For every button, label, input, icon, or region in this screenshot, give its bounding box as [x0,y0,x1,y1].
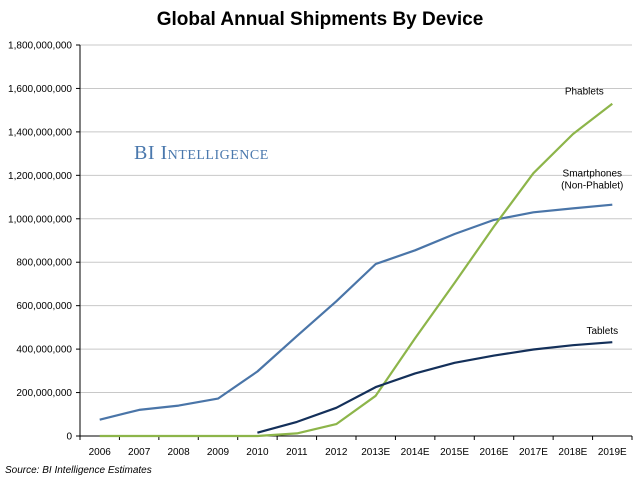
y-tick-label: 1,600,000,000 [8,84,72,95]
x-tick-label: 2018E [558,447,587,458]
series-line-phablets [99,102,613,438]
x-tick-label: 2009 [207,447,230,458]
y-tick-label: 1,200,000,000 [8,171,72,182]
grid-layer [80,44,632,394]
x-tick-label: 2016E [480,447,509,458]
y-tick-label: 600,000,000 [16,301,72,312]
source-note: Source: BI Intelligence Estimates [5,465,152,476]
x-tick-label: 2008 [167,447,190,458]
y-tick-label: 1,800,000,000 [8,41,72,52]
y-tick-label: 400,000,000 [16,345,72,356]
series-line-smartphones-non-phablet [99,203,613,421]
series-label-phablets: Phablets [565,87,604,98]
x-tick-label: 2012 [325,447,348,458]
x-tick-label: 2006 [89,447,112,458]
x-tick-label: 2013E [361,447,390,458]
x-tick-label: 2017E [519,447,548,458]
series-label-tablets: Tablets [586,326,618,337]
x-tick-label: 2011 [286,447,308,458]
y-tick-label: 800,000,000 [16,258,72,269]
y-tick-label: 0 [66,432,72,443]
x-tick-label: 2007 [128,447,151,458]
series-line-tablets [257,341,613,434]
bi-intelligence-logo: BI Intelligence [134,142,269,164]
x-tick-label: 2010 [246,447,269,458]
label-layer: Smartphones(Non-Phablet) Phablets Tablets [561,87,623,338]
y-tick-label: 1,000,000,000 [8,214,72,225]
series-label-smartphones-non-phablet: (Non-Phablet) [561,181,623,192]
y-tick-label: 200,000,000 [16,388,72,399]
x-tick-label: 2014E [401,447,430,458]
y-tick-label: 1,400,000,000 [8,127,72,138]
chart-title: Global Annual Shipments By Device [156,9,484,30]
series-label-smartphones-non-phablet: Smartphones [563,169,622,180]
x-tick-label: 2015E [440,447,469,458]
x-tick-label: 2019E [598,447,627,458]
axis-layer: 0 200,000,000 400,000,000 600,000,000 800,00… [8,41,633,458]
series-layer [99,102,613,438]
